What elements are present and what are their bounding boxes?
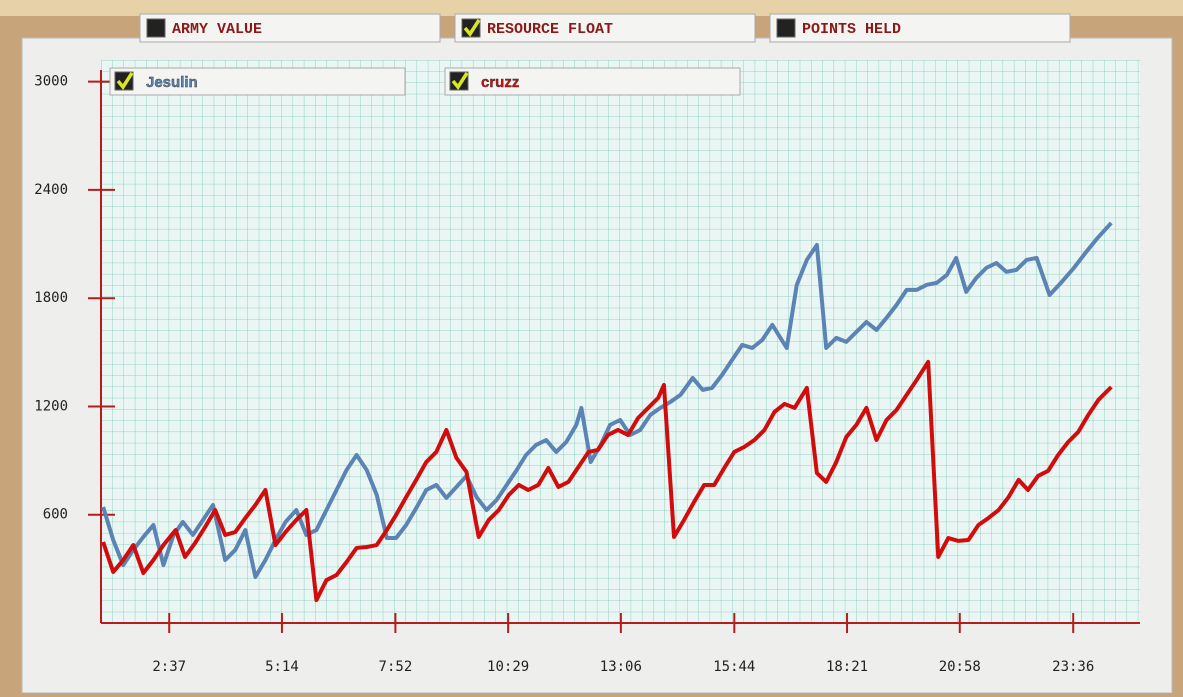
x-tick-label: 2:37 [152, 659, 186, 675]
legend-box[interactable] [444, 67, 741, 96]
legend-label: Jesulin [146, 74, 198, 91]
tab[interactable] [139, 13, 441, 43]
legend-box[interactable] [109, 67, 406, 96]
series-line [101, 221, 1113, 579]
legend-label: cruzz [481, 74, 519, 91]
x-tick-label: 13:06 [600, 659, 642, 675]
x-tick-label: 10:29 [487, 659, 529, 675]
check-mark [451, 72, 469, 90]
series-line [101, 359, 1113, 603]
x-tick-label: 15:44 [713, 659, 755, 675]
tab-label: ARMY VALUE [172, 21, 262, 38]
y-tick-label: 1200 [34, 398, 68, 414]
y-tick-label: 2400 [34, 182, 68, 198]
y-tick-label: 1800 [34, 290, 68, 306]
checkbox[interactable] [776, 18, 796, 38]
check-mark [463, 19, 481, 37]
x-tick-label: 7:52 [379, 659, 413, 675]
x-tick-label: 18:21 [826, 659, 868, 675]
plot-grid [101, 60, 1140, 623]
x-tick-label: 5:14 [265, 659, 299, 675]
check-mark [116, 72, 134, 90]
tab-label: RESOURCE FLOAT [487, 21, 613, 38]
x-tick-label: 23:36 [1052, 659, 1094, 675]
y-tick-label: 600 [43, 507, 68, 523]
y-tick-label: 3000 [34, 74, 68, 90]
x-tick-label: 20:58 [939, 659, 981, 675]
tab[interactable] [769, 13, 1071, 43]
checkbox[interactable] [146, 18, 166, 38]
tab[interactable] [454, 13, 756, 43]
tab-label: POINTS HELD [802, 21, 901, 38]
top-strip [0, 0, 1183, 16]
